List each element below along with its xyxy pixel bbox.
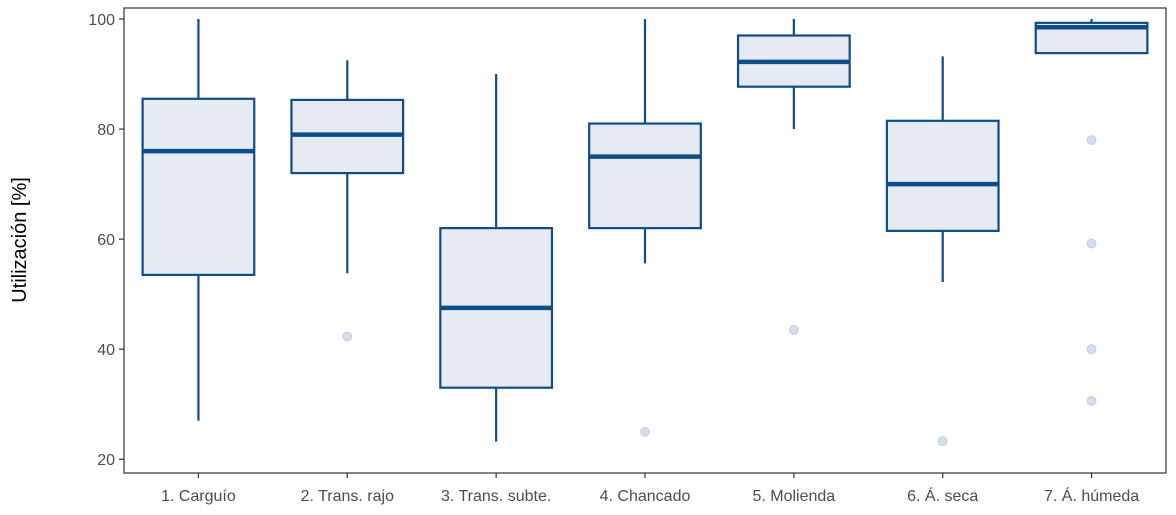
- x-tick-label: 3. Trans. subte.: [441, 488, 551, 505]
- iqr-box: [141, 97, 256, 276]
- x-tick-label: 7. Á. húmeda: [1044, 486, 1139, 505]
- x-axis: 1. Carguío 2. Trans. rajo 3. Trans. subte.…: [161, 473, 1139, 505]
- box-3: [439, 74, 554, 442]
- outlier-point: [937, 436, 948, 447]
- outlier-point: [1086, 395, 1097, 406]
- y-tick-label: 100: [88, 12, 115, 29]
- x-tick-label: 6. Á. seca: [907, 486, 978, 505]
- outlier-point: [1086, 344, 1097, 355]
- outlier-point: [1086, 135, 1097, 146]
- box-5: [736, 19, 851, 335]
- x-tick-label: 1. Carguío: [161, 488, 236, 505]
- plot-panel: [123, 7, 1167, 474]
- y-tick-label: 40: [97, 342, 115, 359]
- x-tick-label: 4. Chancado: [600, 488, 691, 505]
- x-tick-label: 5. Molienda: [752, 488, 835, 505]
- y-tick-label: 80: [97, 122, 115, 139]
- box-2: [290, 60, 405, 342]
- x-tick-label: 2. Trans. rajo: [301, 488, 394, 505]
- outlier-point: [342, 331, 353, 342]
- outlier-point: [788, 324, 799, 335]
- y-axis-title: Utilización [%]: [9, 177, 31, 303]
- y-tick-label: 20: [97, 452, 115, 469]
- box-4: [588, 19, 702, 437]
- outlier-point: [640, 426, 650, 437]
- y-tick-label: 60: [97, 232, 115, 249]
- iqr-box: [588, 122, 702, 230]
- box-1: [141, 19, 256, 421]
- y-axis: 20 40 60 80 100: [88, 12, 124, 469]
- box-7: [1034, 19, 1149, 406]
- iqr-box: [885, 119, 1000, 232]
- outlier-point: [1086, 238, 1097, 249]
- box-6: [885, 56, 1000, 447]
